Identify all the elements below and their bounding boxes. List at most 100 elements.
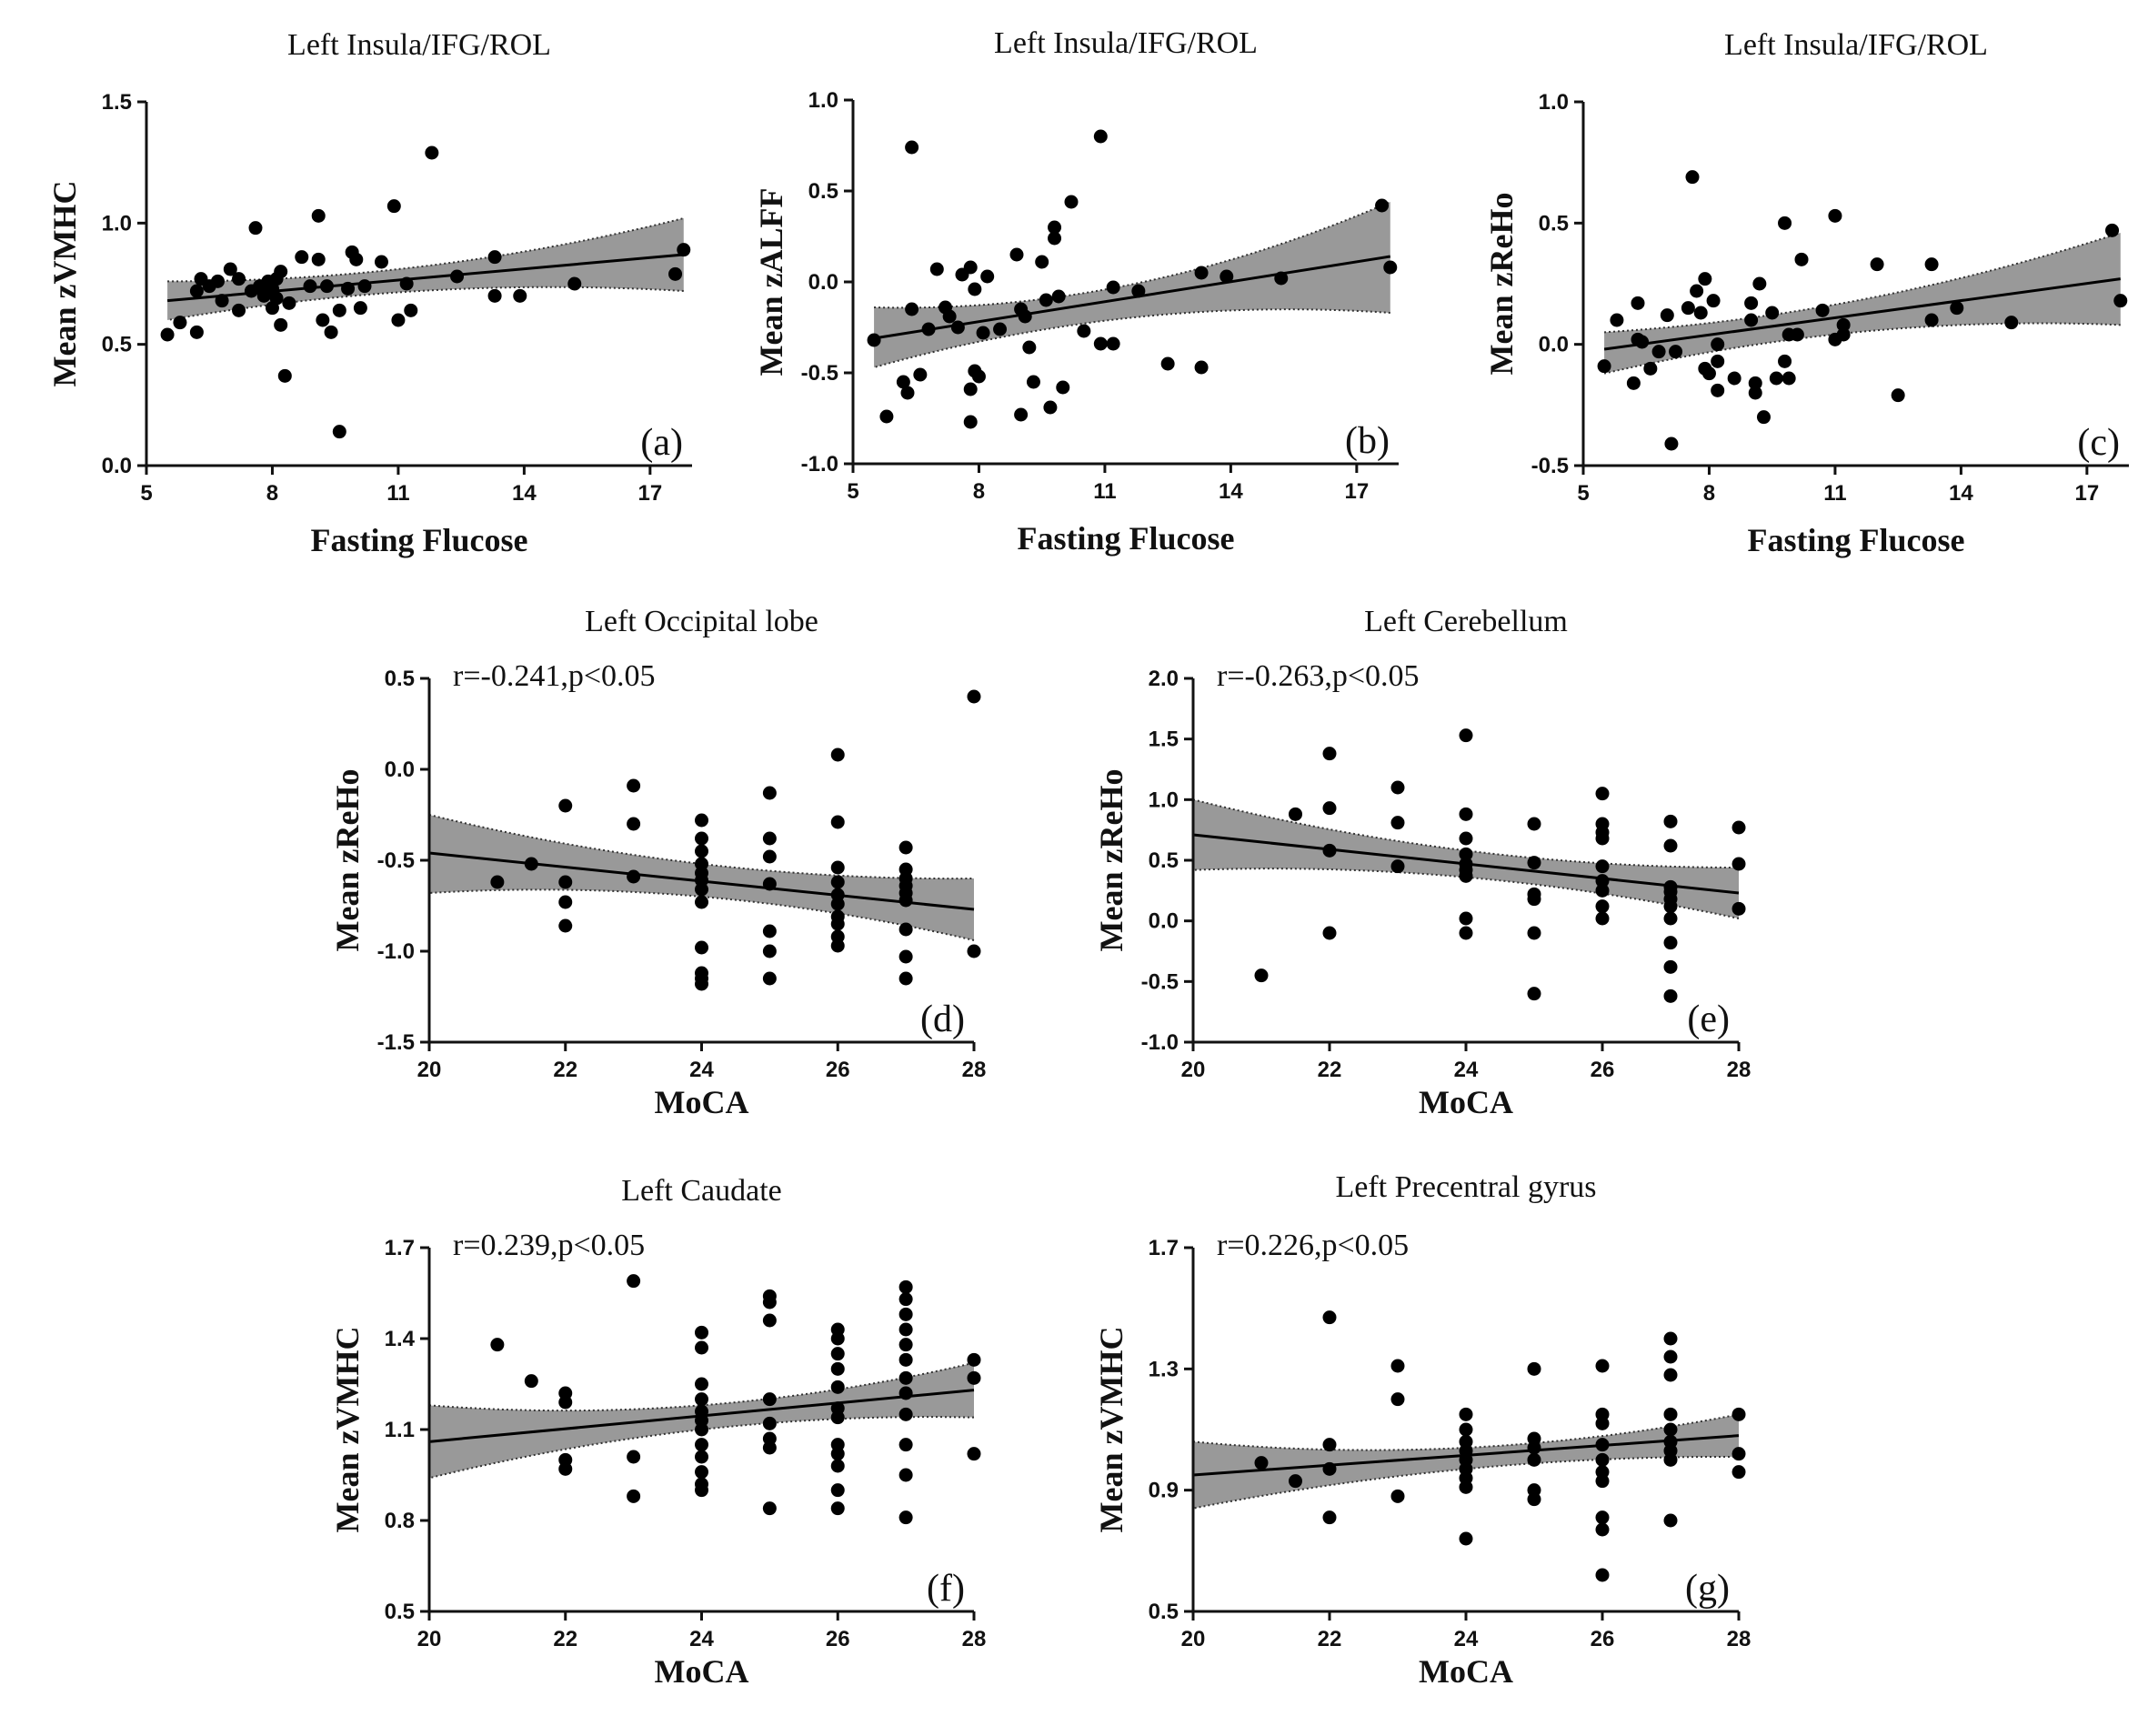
y-tick-label: 1.0 — [808, 88, 838, 113]
data-point — [1756, 410, 1771, 425]
data-point — [1322, 1510, 1337, 1525]
data-point — [1595, 1568, 1610, 1582]
data-point — [277, 368, 292, 383]
y-tick-label: 1.3 — [1149, 1357, 1179, 1381]
data-point — [1459, 831, 1473, 846]
data-point — [898, 840, 913, 855]
data-point — [1924, 313, 1939, 327]
y-tick-label: 1.7 — [385, 1236, 415, 1260]
data-point — [1595, 1452, 1610, 1467]
data-point — [1527, 987, 1541, 1001]
panel-label: (a) — [640, 422, 683, 464]
data-point — [896, 375, 910, 389]
confidence-band — [1604, 233, 2121, 374]
data-point — [830, 875, 845, 889]
data-point — [274, 317, 288, 332]
data-point — [762, 944, 777, 958]
data-point — [695, 882, 708, 897]
data-point — [558, 875, 573, 889]
data-point — [1056, 380, 1070, 395]
data-point — [898, 1292, 913, 1307]
y-tick-label: 0.5 — [385, 667, 415, 691]
data-point — [830, 1483, 845, 1498]
y-tick-label: 0.9 — [1149, 1479, 1179, 1503]
data-point — [867, 333, 881, 347]
data-point — [1322, 801, 1337, 816]
data-point — [1289, 1474, 1302, 1489]
data-point — [487, 288, 502, 303]
data-point — [695, 1392, 708, 1407]
band-upper-edge — [428, 1361, 975, 1412]
data-point — [879, 409, 894, 424]
data-point — [173, 316, 187, 330]
data-point — [189, 325, 204, 339]
x-tick-label: 22 — [553, 1627, 577, 1651]
x-tick-label: 11 — [1823, 481, 1846, 506]
data-point — [357, 279, 372, 294]
data-point — [513, 288, 527, 303]
data-point — [898, 949, 913, 964]
band-lower-edge — [1603, 322, 2121, 375]
data-point — [1643, 361, 1658, 376]
data-point — [830, 897, 845, 911]
data-point — [1160, 356, 1175, 371]
data-point — [210, 274, 225, 288]
y-tick-label: 1.5 — [1149, 728, 1179, 752]
data-point — [963, 260, 978, 275]
data-point — [1595, 911, 1610, 926]
data-point — [830, 1347, 845, 1361]
x-tick-label: 5 — [847, 479, 858, 504]
y-tick-label: 1.0 — [1539, 90, 1569, 115]
data-point — [1663, 911, 1678, 926]
data-point — [1663, 988, 1678, 1003]
data-point — [695, 1422, 708, 1437]
data-point — [1022, 340, 1037, 355]
chart-title: Left Occipital lobe — [585, 605, 818, 638]
data-point — [1778, 216, 1792, 230]
y-tick-label: 0.0 — [385, 758, 415, 782]
data-point — [269, 291, 284, 306]
data-point — [404, 303, 418, 317]
data-point — [1752, 276, 1767, 291]
data-point — [695, 1377, 708, 1391]
data-point — [311, 208, 326, 223]
x-tick-label: 28 — [962, 1627, 987, 1651]
data-point — [1595, 1474, 1610, 1489]
data-point — [391, 313, 406, 327]
data-point — [1663, 1422, 1678, 1437]
data-point — [695, 977, 708, 991]
data-point — [627, 869, 641, 884]
x-tick-label: 20 — [417, 1627, 442, 1651]
data-point — [898, 1307, 913, 1321]
data-point — [567, 276, 582, 291]
chart-panel-d: -1.5 -1.0 -0.5 0.0 0.5 20 22 24 26 28 Left Occipit… — [329, 605, 986, 1120]
y-axis-label: Mean zReHo — [329, 769, 366, 952]
data-point — [830, 1459, 845, 1473]
data-point — [627, 1489, 641, 1503]
data-point — [558, 798, 573, 813]
data-point — [1663, 899, 1678, 914]
data-point — [189, 284, 204, 298]
data-point — [332, 425, 346, 439]
correlation-annotation: r=-0.263,p<0.05 — [1217, 659, 1420, 693]
x-axis-label: Fasting Flucose — [1018, 520, 1235, 557]
correlation-annotation: r=0.239,p<0.05 — [453, 1229, 645, 1262]
y-tick-label: 0.0 — [1539, 333, 1569, 357]
data-point — [295, 250, 309, 265]
y-tick-label: -0.5 — [377, 848, 415, 873]
data-point — [558, 918, 573, 933]
data-point — [1711, 354, 1725, 368]
x-tick-label: 24 — [689, 1627, 714, 1651]
data-point — [2105, 223, 2120, 237]
data-point — [898, 1407, 913, 1421]
data-point — [762, 1416, 777, 1430]
x-tick-label: 26 — [1591, 1058, 1615, 1082]
y-tick-label: 0.8 — [385, 1509, 415, 1533]
y-tick-label: -1.5 — [377, 1030, 415, 1055]
x-tick-label: 8 — [1703, 481, 1715, 506]
x-tick-label: 22 — [1318, 1627, 1342, 1651]
data-point — [830, 860, 845, 875]
data-point — [1026, 375, 1040, 389]
data-point — [1390, 1359, 1405, 1373]
y-tick-label: 1.7 — [1149, 1236, 1179, 1260]
